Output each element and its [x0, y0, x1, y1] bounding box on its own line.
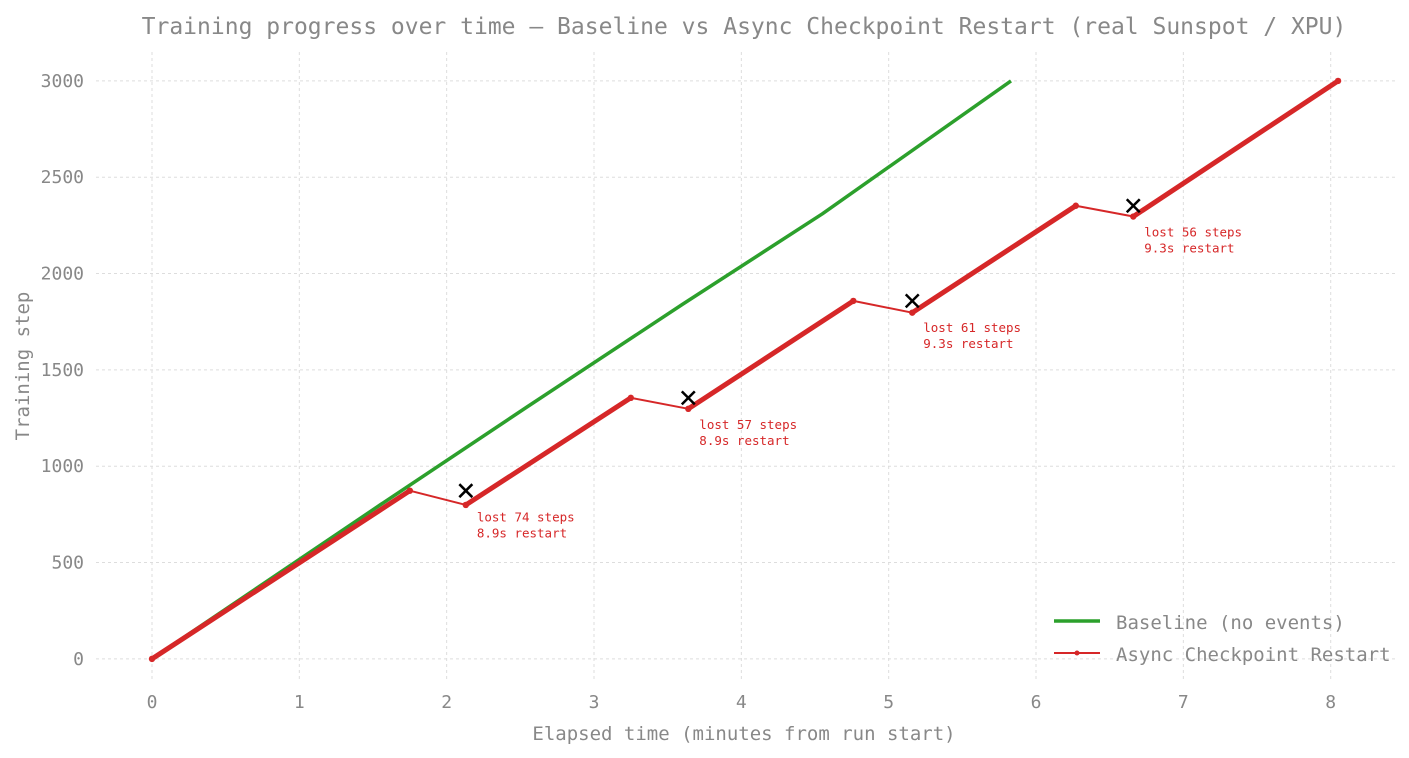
legend-label-async: Async Checkpoint Restart	[1116, 644, 1391, 666]
async-segment-start-point	[462, 501, 470, 509]
y-axis-label: Training step	[12, 292, 34, 441]
async-segment-start-point	[1130, 213, 1137, 220]
event-x-stroke	[458, 483, 474, 499]
x-axis-label: Elapsed time (minutes from run start)	[532, 723, 955, 745]
x-tick-label: 1	[294, 692, 305, 713]
restart-event-marker	[1125, 198, 1141, 214]
x-tick-label: 4	[736, 692, 747, 713]
series-layer	[148, 77, 1342, 663]
x-tick-label: 2	[441, 692, 452, 713]
x-tick-label: 7	[1178, 692, 1189, 713]
async-series-segment	[909, 203, 1079, 316]
x-tick-label: 3	[589, 692, 600, 713]
async-segment-end-point	[1334, 77, 1342, 85]
legend-label-baseline: Baseline (no events)	[1116, 612, 1345, 634]
x-tick-label: 8	[1325, 692, 1336, 713]
async-restart-gap-line	[1075, 204, 1134, 218]
tick-labels: 0 1 2 3 4 5 6 7 8 0 500 1000 1500 2000 2500 3000	[41, 71, 1336, 713]
x-tick-label: 6	[1031, 692, 1042, 713]
y-tick-label: 1500	[41, 360, 84, 381]
y-tick-label: 1000	[41, 456, 84, 477]
event-annotation-restart-time: 8.9s restart	[477, 526, 567, 541]
legend: Baseline (no events) Async Checkpoint Re…	[1054, 612, 1391, 666]
event-annotation-lost-steps: lost 74 steps	[477, 510, 575, 525]
y-tick-label: 2000	[41, 264, 84, 285]
x-tick-label: 5	[883, 692, 894, 713]
y-tick-label: 3000	[41, 71, 84, 92]
chart-title: Training progress over time — Baseline v…	[142, 14, 1347, 40]
event-annotation-lost-steps: lost 57 steps	[699, 417, 797, 432]
grid	[96, 52, 1397, 682]
y-tick-label: 500	[51, 553, 84, 574]
async-series-segment	[463, 395, 634, 508]
x-tick-label: 0	[147, 692, 158, 713]
restart-event-marker	[904, 293, 920, 309]
event-annotation-lost-steps: lost 56 steps	[1144, 225, 1242, 240]
async-series-segment	[1130, 78, 1341, 220]
async-restart-gap-line	[853, 299, 913, 314]
event-x-stroke	[1125, 198, 1141, 214]
async-segment-start-point	[148, 655, 156, 663]
restart-event-marker	[458, 483, 474, 499]
async-segment-end-point	[850, 297, 857, 305]
async-segment-start-point	[909, 309, 916, 316]
restart-event-marker	[680, 390, 696, 406]
async-segment-end-point	[1072, 202, 1080, 209]
y-tick-label: 2500	[41, 167, 84, 188]
legend-marker-async	[1074, 650, 1080, 656]
async-segment-start-point	[685, 405, 692, 413]
async-series-segment	[685, 298, 856, 412]
async-segment-end-point	[406, 487, 414, 494]
event-annotation-restart-time: 9.3s restart	[923, 336, 1013, 351]
async-restart-gap-line	[630, 396, 689, 410]
async-restart-gap-line	[409, 489, 467, 506]
event-x-stroke	[904, 293, 920, 309]
event-annotation-lost-steps: lost 61 steps	[923, 320, 1021, 335]
async-segment-end-point	[627, 394, 635, 402]
async-series-segment	[149, 488, 413, 662]
event-annotation-restart-time: 8.9s restart	[699, 433, 789, 448]
y-tick-label: 0	[73, 649, 84, 670]
baseline-series-line	[151, 79, 1012, 661]
event-x-stroke	[680, 390, 696, 406]
event-annotation-restart-time: 9.3s restart	[1144, 241, 1234, 256]
